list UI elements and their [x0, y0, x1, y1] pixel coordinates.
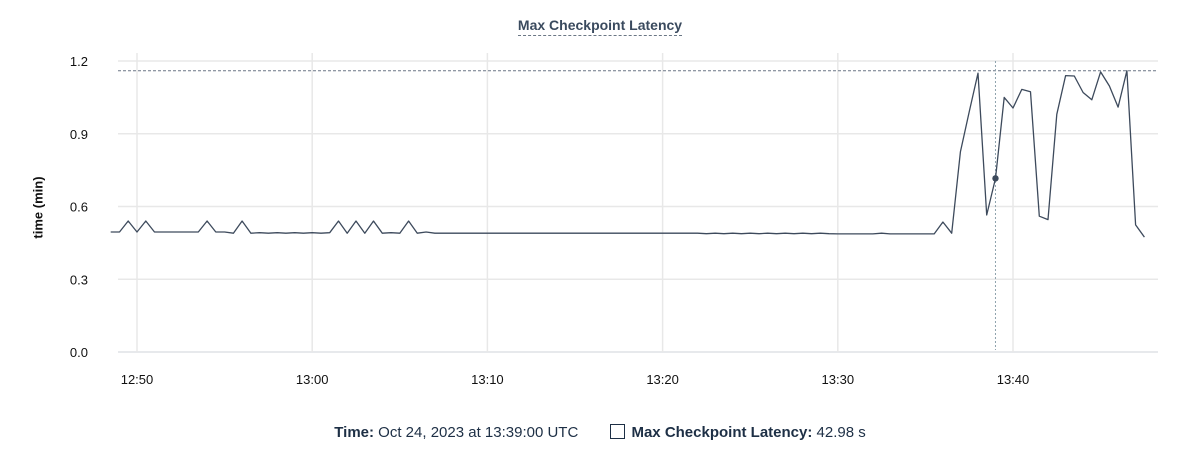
x-tick-label: 12:50: [121, 372, 154, 387]
x-tick-label: 13:20: [646, 372, 679, 387]
legend-time-value: Oct 24, 2023 at 13:39:00 UTC: [378, 424, 579, 441]
hover-legend: Time: Oct 24, 2023 at 13:39:00 UTC Max C…: [0, 424, 1200, 441]
legend-series-label: Max Checkpoint Latency:: [631, 424, 813, 441]
legend-series-value: 42.98 s: [816, 424, 866, 441]
hover-point: [992, 175, 999, 182]
x-tick-label: 13:00: [296, 372, 329, 387]
series-checkbox-icon[interactable]: [610, 424, 626, 439]
chart-title-text[interactable]: Max Checkpoint Latency: [517, 17, 683, 36]
x-tick-label: 13:30: [822, 372, 855, 387]
legend-time-label: Time:: [334, 424, 374, 441]
chart-title[interactable]: Max Checkpoint Latency: [0, 17, 1200, 36]
y-tick-label: 0.3: [70, 272, 88, 287]
y-tick-label: 1.2: [70, 54, 88, 69]
x-tick-label: 13:40: [997, 372, 1030, 387]
y-tick-label: 0.6: [70, 200, 88, 215]
series-line: [110, 70, 1145, 238]
y-tick-label: 0.9: [70, 127, 88, 142]
y-tick-label: 0.0: [70, 345, 88, 360]
x-tick-label: 13:10: [471, 372, 504, 387]
